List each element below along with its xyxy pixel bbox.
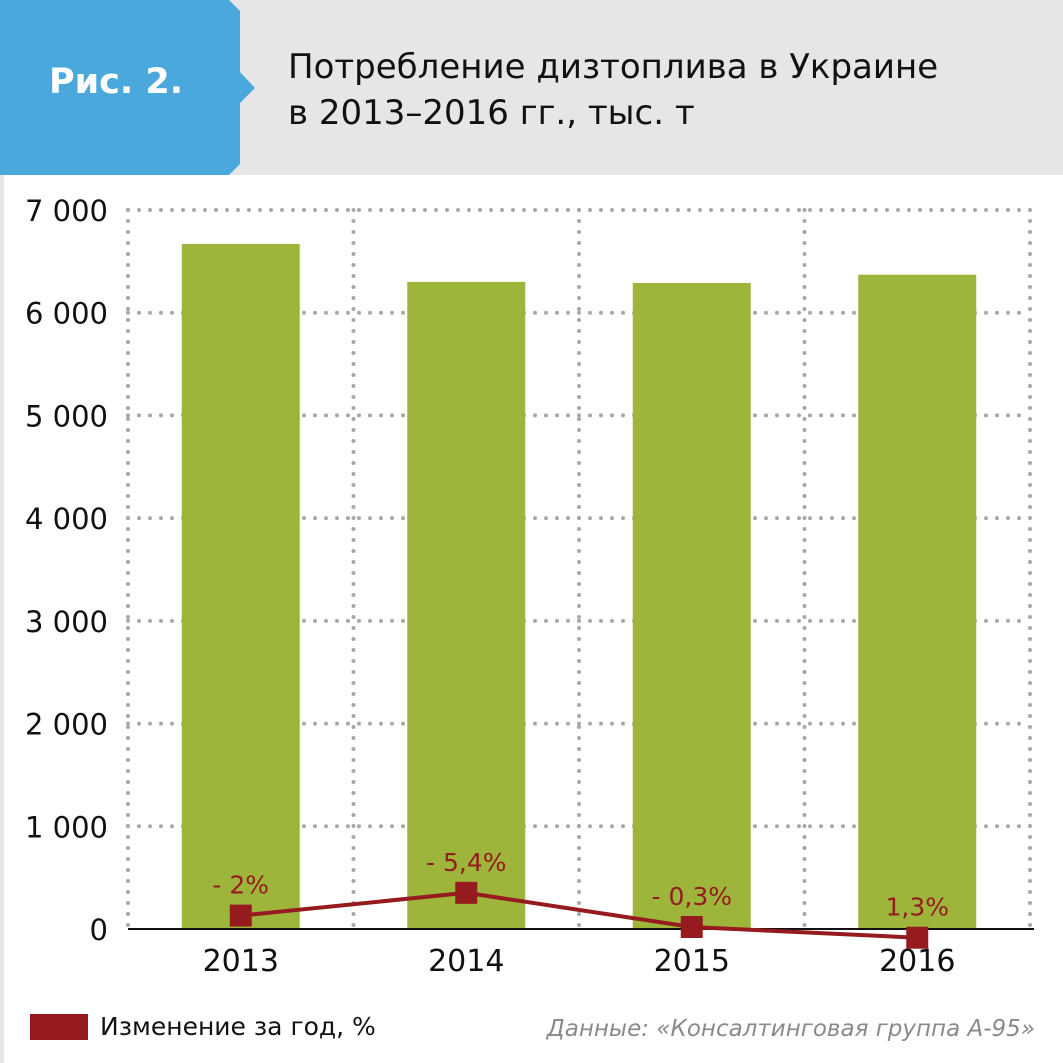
bar-2016 (858, 274, 977, 930)
change-label: - 5,4% (426, 848, 506, 877)
y-tick-label: 5 000 (25, 399, 108, 433)
legend-label: Изменение за год, % (100, 1012, 376, 1041)
x-tick-label: 2016 (879, 944, 955, 979)
x-tick-label: 2013 (203, 944, 279, 979)
y-tick-label: 0 (90, 913, 108, 947)
title-line-1: Потребление дизтоплива в Украине (288, 47, 939, 87)
bar-2015 (632, 282, 751, 930)
change-label: - 0,3% (652, 882, 732, 911)
y-tick-label: 3 000 (25, 605, 108, 639)
change-label: - 2% (212, 871, 269, 900)
legend: Изменение за год, % (30, 1012, 376, 1041)
legend-swatch (30, 1013, 88, 1040)
change-marker (680, 915, 703, 938)
left-border (0, 175, 4, 1063)
change-marker (455, 881, 478, 904)
y-tick-label: 6 000 (25, 297, 108, 331)
x-tick-label: 2015 (654, 944, 730, 979)
y-tick-label: 1 000 (25, 810, 108, 844)
bar-2013 (181, 243, 300, 929)
y-tick-label: 4 000 (25, 502, 108, 536)
figure-tab (0, 0, 255, 175)
change-line (240, 890, 918, 940)
chart-title: Потребление дизтоплива в Украине в 2013–… (288, 44, 938, 136)
y-tick-label: 2 000 (25, 708, 108, 742)
change-marker (229, 904, 252, 927)
source-note: Данные: «Консалтинговая группа А-95» (546, 1016, 1035, 1042)
change-label: 1,3% (885, 893, 949, 922)
title-line-2: в 2013–2016 гг., тыс. т (288, 93, 695, 133)
y-tick-label: 7 000 (25, 194, 108, 228)
change-marker (906, 926, 929, 949)
figure-label: Рис. 2. (48, 62, 184, 102)
bar-2014 (407, 281, 526, 929)
x-tick-label: 2014 (428, 944, 504, 979)
